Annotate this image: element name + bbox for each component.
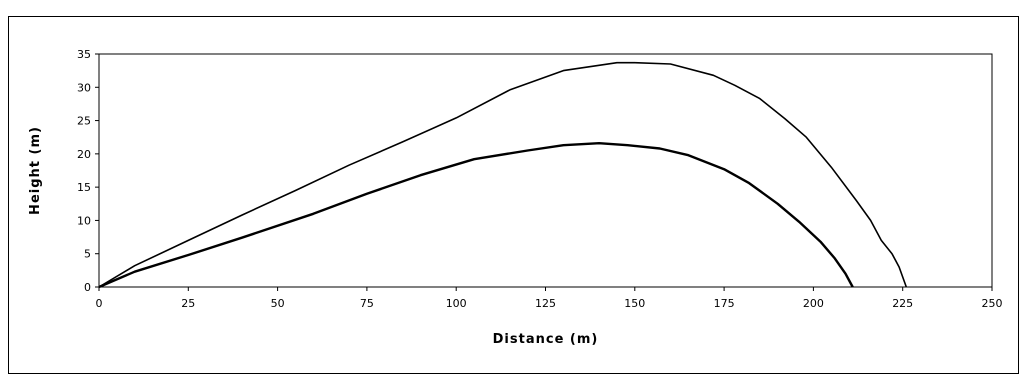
x-tick-label: 25 xyxy=(181,297,195,310)
plot-area xyxy=(98,53,993,288)
y-tick-label: 15 xyxy=(77,181,91,194)
y-tick-label: 35 xyxy=(77,48,91,61)
y-tick-label: 0 xyxy=(84,281,91,294)
x-tick-label: 50 xyxy=(271,297,285,310)
y-tick-label: 25 xyxy=(77,115,91,128)
chart-area: 0 5 10 15 20 25 30 35 0 25 50 75 100 125 150 175 200 225… xyxy=(8,16,1019,374)
x-tick-label: 250 xyxy=(982,297,1003,310)
series-line-1 xyxy=(98,61,908,288)
x-tick-label: 125 xyxy=(535,297,556,310)
x-tick-label: 175 xyxy=(714,297,735,310)
y-tick-label: 20 xyxy=(77,148,91,161)
y-tick-label: 5 xyxy=(84,248,91,261)
y-axis-title: Height (m) xyxy=(28,126,43,215)
x-axis-title: Distance (m) xyxy=(493,332,599,347)
series-line-2 xyxy=(98,141,854,289)
y-tick-label: 30 xyxy=(77,81,91,94)
y-tick-label: 10 xyxy=(77,214,91,227)
x-tick-label: 225 xyxy=(892,297,913,310)
x-tick-label: 100 xyxy=(446,297,467,310)
x-tick-label: 75 xyxy=(360,297,374,310)
x-tick-label: 200 xyxy=(803,297,824,310)
x-tick-label: 150 xyxy=(624,297,645,310)
chart-svg: 0 5 10 15 20 25 30 35 0 25 50 75 100 125 150 175 200 225… xyxy=(28,48,1003,347)
x-tick-label: 0 xyxy=(96,297,103,310)
